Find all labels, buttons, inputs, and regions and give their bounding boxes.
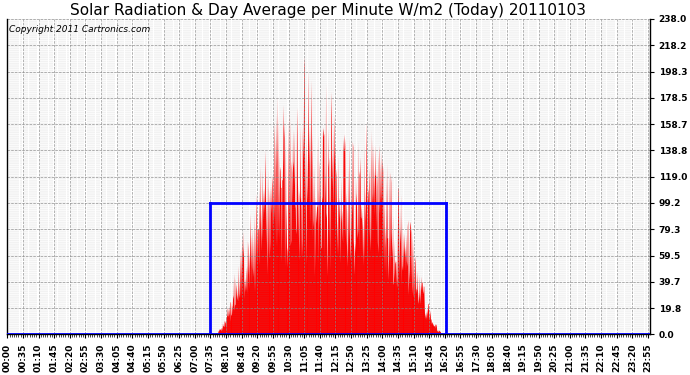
Text: Copyright 2011 Cartronics.com: Copyright 2011 Cartronics.com — [8, 25, 150, 34]
Title: Solar Radiation & Day Average per Minute W/m2 (Today) 20110103: Solar Radiation & Day Average per Minute… — [70, 3, 586, 18]
